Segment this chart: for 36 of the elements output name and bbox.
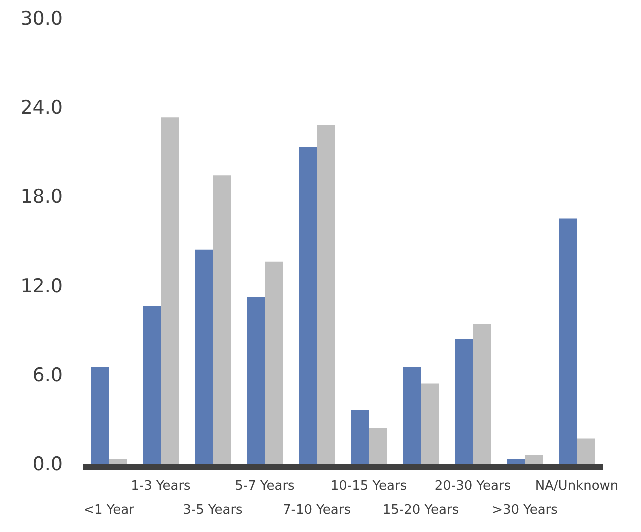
bar	[421, 384, 440, 464]
bar	[577, 438, 596, 464]
y-tick-label: 12.0	[20, 275, 63, 298]
y-tick-label: 30.0	[20, 8, 63, 30]
x-tick-label: >30 Years	[492, 503, 558, 518]
bar	[299, 147, 318, 464]
bar	[317, 125, 336, 464]
x-tick-label: 20-30 Years	[434, 479, 512, 494]
bar	[473, 324, 492, 464]
y-tick-label: 24.0	[20, 96, 63, 119]
bar	[109, 460, 128, 464]
bar	[369, 428, 388, 464]
y-tick-label: 6.0	[32, 364, 63, 387]
x-tick-label: NA/Unknown	[535, 479, 619, 494]
x-tick-label: 7-10 Years	[283, 503, 352, 518]
x-tick-label: 10-15 Years	[330, 479, 408, 494]
bar	[351, 410, 370, 464]
bar	[161, 118, 180, 464]
y-tick-label: 18.0	[20, 186, 63, 208]
bar	[525, 455, 544, 464]
bar	[559, 218, 578, 464]
bar	[195, 250, 214, 464]
bar	[213, 176, 232, 464]
bar	[403, 367, 422, 464]
x-tick-label: 15-20 Years	[382, 503, 460, 518]
y-tick-label: 0.0	[32, 454, 63, 476]
bar	[455, 339, 474, 464]
x-tick-label: 5-7 Years	[235, 479, 296, 494]
bar	[143, 306, 162, 464]
bar	[507, 460, 526, 464]
bar	[265, 262, 284, 464]
bar	[91, 367, 110, 464]
x-tick-label: 1-3 Years	[131, 479, 192, 494]
x-tick-label: 3-5 Years	[183, 503, 244, 518]
bar	[247, 297, 266, 464]
x-tick-label: <1 Year	[84, 503, 136, 518]
